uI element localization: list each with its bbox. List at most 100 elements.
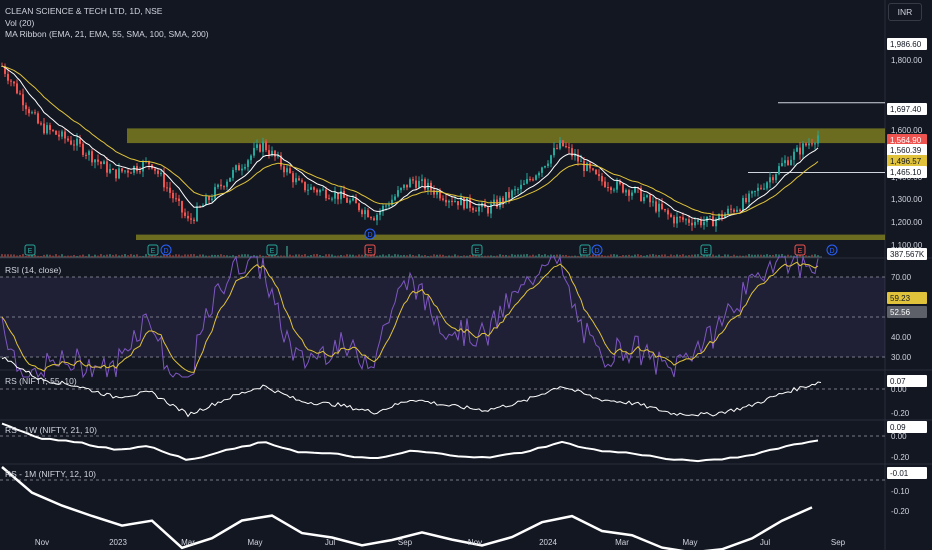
volume-bar <box>688 255 690 257</box>
event-marker-label: E <box>798 248 803 255</box>
candle-body <box>577 154 579 162</box>
candle-body <box>610 187 612 191</box>
candle-body <box>178 198 180 202</box>
candle-body <box>448 200 450 203</box>
volume-bar <box>601 254 603 257</box>
volume-bar <box>298 254 300 257</box>
candle-body <box>76 138 78 146</box>
rs-55-line <box>1 356 822 418</box>
candle-body <box>469 197 471 208</box>
volume-bars <box>1 245 819 257</box>
candle-body <box>346 197 348 203</box>
volume-bar <box>382 254 384 257</box>
candle-body <box>553 147 555 156</box>
volume-bar <box>547 255 549 257</box>
volume-bar <box>100 254 102 257</box>
candle-body <box>10 80 12 82</box>
volume-bar <box>178 254 180 257</box>
volume-bar <box>22 254 24 257</box>
rs-1w-value-tag-box <box>887 421 927 433</box>
volume-bar <box>25 255 27 257</box>
rsi-legend: RSI (14, close) <box>5 265 62 275</box>
candle-body <box>487 207 489 214</box>
candle-body <box>130 172 132 174</box>
candle-body <box>784 160 786 164</box>
volume-bar <box>715 255 717 257</box>
candle-body <box>112 169 114 171</box>
volume-bar <box>112 254 114 257</box>
volume-bar <box>811 254 813 257</box>
volume-bar <box>466 255 468 257</box>
volume-bar <box>28 255 30 257</box>
volume-bar <box>526 254 528 257</box>
volume-bar <box>118 255 120 257</box>
candle-body <box>160 173 162 175</box>
volume-bar <box>286 245 288 257</box>
candle-body <box>724 213 726 218</box>
candle-body <box>628 190 630 196</box>
candle-body <box>529 178 531 180</box>
candle-body <box>508 192 510 198</box>
candle-body <box>559 140 561 149</box>
volume-bar <box>340 254 342 257</box>
candle-body <box>301 180 303 182</box>
volume-bar <box>772 254 774 257</box>
event-marker-e: E <box>471 244 483 256</box>
volume-bar <box>442 254 444 257</box>
candle-body <box>331 198 333 200</box>
candle-body <box>568 147 570 149</box>
volume-bar <box>784 255 786 257</box>
time-axis-tick: Mar <box>181 538 195 547</box>
volume-bar <box>328 254 330 257</box>
rs-value-tag-box <box>887 375 927 387</box>
volume-bar <box>580 254 582 257</box>
volume-bar <box>391 255 393 257</box>
candle-body <box>64 131 66 139</box>
rs-1m-axis-tick: -0.20 <box>891 507 910 516</box>
volume-bar <box>775 254 777 257</box>
volume-bar <box>733 254 735 257</box>
candle-body <box>799 147 801 155</box>
candle-body <box>85 154 87 156</box>
candle-body <box>643 197 645 202</box>
volume-bar <box>535 255 537 257</box>
candle-body <box>712 216 714 227</box>
volume-bar <box>517 254 519 257</box>
volume-bar <box>568 255 570 257</box>
volume-bar <box>334 255 336 257</box>
candle-body <box>418 180 420 188</box>
volume-bar <box>388 254 390 257</box>
rsi-line <box>1 255 819 379</box>
volume-bar <box>322 255 324 257</box>
time-axis-tick: Nov <box>468 538 482 547</box>
price-tag-ema55-box <box>887 155 927 167</box>
price-tag-high-box <box>887 38 927 50</box>
event-marker-e: E <box>147 244 159 256</box>
volume-bar <box>16 255 18 257</box>
candle-body <box>334 192 336 199</box>
event-marker-label: E <box>368 248 373 255</box>
volume-bar <box>817 255 819 257</box>
candle-body <box>190 218 192 220</box>
volume-bar <box>43 254 45 257</box>
volume-bar <box>550 254 552 257</box>
candle-body <box>490 204 492 214</box>
candle-body <box>103 161 105 165</box>
volume-bar <box>157 255 159 257</box>
volume-bar <box>55 254 57 257</box>
candle-body <box>307 189 309 191</box>
volume-bar <box>724 254 726 257</box>
candle-body <box>340 191 342 200</box>
candle-body <box>433 190 435 195</box>
candle-body <box>232 169 234 178</box>
candle-body <box>139 171 141 173</box>
currency-button[interactable]: INR <box>888 3 922 21</box>
volume-bar <box>211 254 213 257</box>
candle-body <box>100 161 102 165</box>
volume-bar <box>265 255 267 257</box>
candle-body <box>523 183 525 185</box>
candle-body <box>148 161 150 165</box>
event-marker-label: E <box>475 248 480 255</box>
candle-body <box>244 166 246 169</box>
